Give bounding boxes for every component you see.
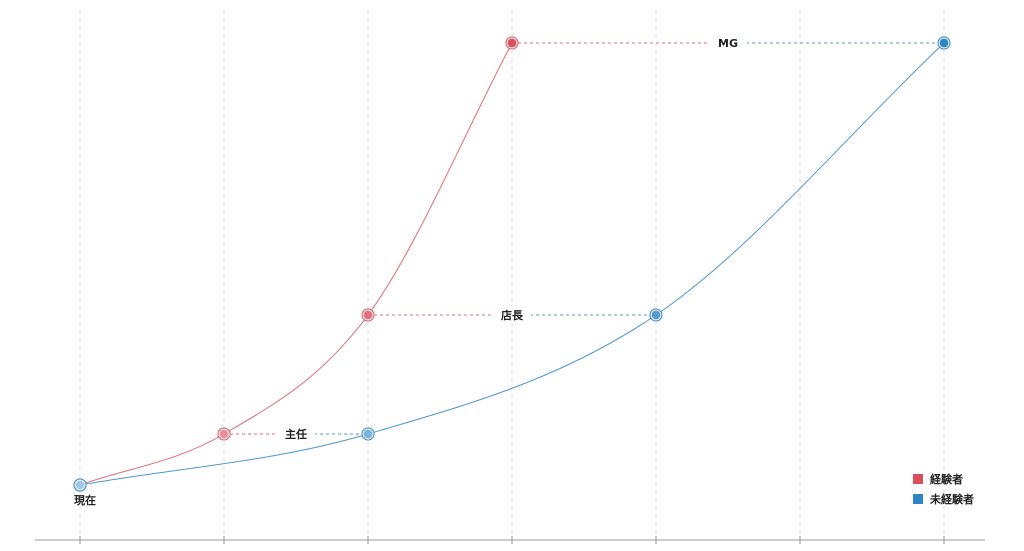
data-point-ring: [73, 478, 87, 492]
level-label: MG: [718, 37, 738, 50]
series-curves: [79, 42, 945, 486]
level-label: 主任: [285, 427, 307, 441]
level-label-bg: [277, 426, 315, 442]
legend-label: 経験者: [930, 472, 963, 486]
legend-swatch: [913, 494, 923, 504]
data-point: [75, 480, 85, 490]
level-connectors: [224, 42, 944, 435]
level-label: 現在: [74, 493, 96, 507]
series-points: [73, 36, 951, 492]
legend-swatch: [913, 474, 923, 484]
series-line-2: [79, 42, 945, 486]
level-label-bg: [709, 35, 747, 51]
data-point: [363, 310, 373, 320]
data-point: [507, 38, 517, 48]
data-point: [363, 429, 373, 439]
level-label-bg: [493, 307, 531, 323]
legend-label: 未経験者: [929, 492, 974, 506]
data-point: [651, 310, 661, 320]
series-line-1: [79, 42, 513, 486]
level-labels: 主任 店長 MG 現在: [74, 35, 747, 507]
data-point: [219, 429, 229, 439]
level-label: 店長: [501, 308, 524, 322]
data-point: [939, 38, 949, 48]
grid-lines: [79, 10, 945, 544]
